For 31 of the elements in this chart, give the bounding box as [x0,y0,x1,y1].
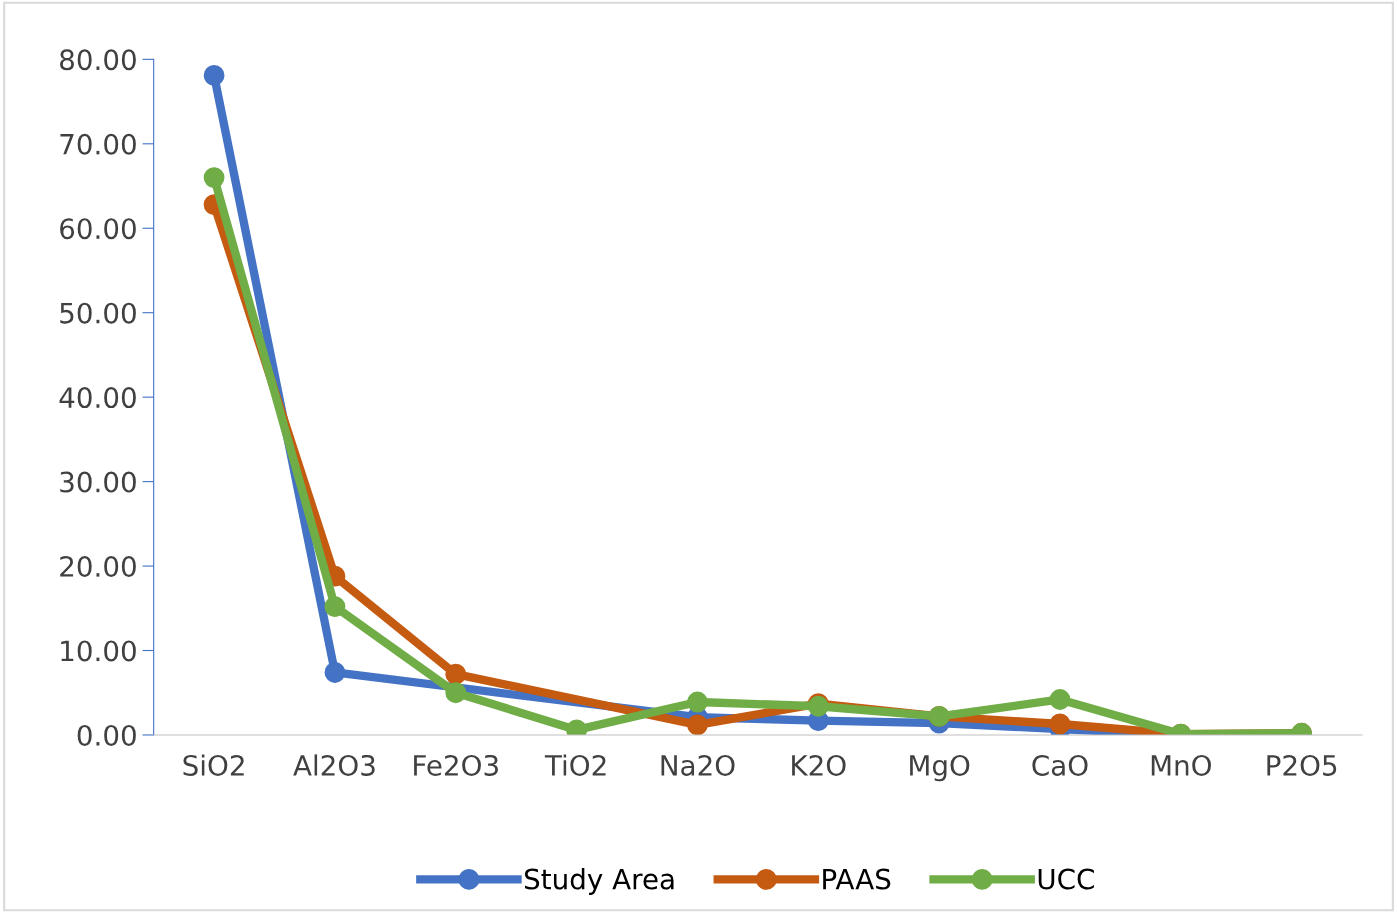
y-tick-label: 50.00 [60,302,136,324]
y-tick-label: 80.00 [60,49,136,71]
legend-label: Study Area [524,868,674,895]
x-tick-label: P2O5 [1267,754,1337,776]
x-tick-label: MgO [910,754,970,782]
point [445,663,467,685]
legend-label: PAAS [823,868,891,890]
x-tick-label: Na2O [661,754,735,776]
x-tick-label: Fe2O3 [414,754,498,776]
y-tick-label: 70.00 [60,133,136,155]
y-tick-label: 30.00 [60,471,136,493]
point [203,167,225,188]
x-tick-label: MnO [1151,754,1211,776]
point [687,714,708,735]
y-tick-label: 40.00 [59,387,136,409]
y-tick-label: 0.00 [77,724,136,746]
y-tick-label: 20.00 [60,556,136,578]
x-tick-label: TiO2 [544,754,606,776]
point [1049,689,1071,710]
point [203,64,225,86]
point [445,682,467,704]
point [324,596,346,618]
x-tick-label: K2O [792,754,846,776]
y-tick-label: 10.00 [61,640,136,662]
x-tick-label: CaO [1032,754,1088,776]
x-tick-label: Al2O3 [293,754,375,776]
point [687,691,708,713]
x-tick-label: SiO2 [183,754,244,776]
y-tick-label: 60.00 [60,218,136,240]
legend-label: UCC [1038,868,1094,890]
point [324,662,346,683]
